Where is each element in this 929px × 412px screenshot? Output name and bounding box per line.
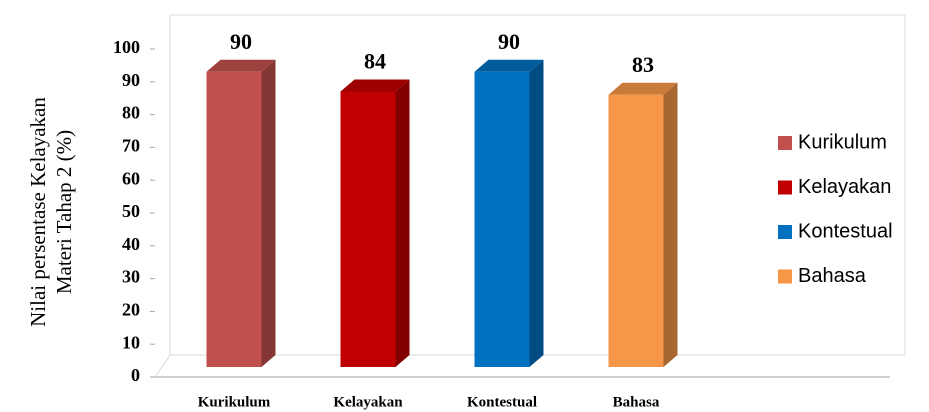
y-tick-label: 0	[131, 365, 140, 385]
y-tick-label: 90	[122, 70, 140, 90]
bar-front	[340, 91, 396, 367]
bar-side	[529, 59, 544, 368]
x-tick-label: Kelayakan	[333, 394, 403, 410]
x-tick-label: Kontestual	[467, 394, 537, 410]
y-tick-label: 60	[122, 168, 140, 188]
y-tick-label: 10	[122, 332, 140, 352]
x-tick-label: Kurikulum	[198, 394, 271, 410]
y-tick-label: 80	[122, 103, 140, 123]
y-tick-label: 70	[122, 136, 140, 156]
bar-top	[608, 82, 678, 95]
bar-front	[608, 94, 664, 367]
value-label: 90	[230, 29, 252, 54]
bar-top	[340, 79, 410, 92]
bar-top	[474, 59, 544, 72]
bar	[474, 59, 544, 368]
bar	[206, 59, 276, 368]
legend-swatch	[778, 269, 792, 284]
bar-front	[206, 71, 262, 368]
value-label: 83	[632, 52, 654, 77]
bar-front	[474, 71, 530, 368]
value-label: 90	[498, 29, 520, 54]
bar-side	[261, 59, 276, 368]
legend-label: Kontestual	[798, 220, 893, 242]
bar	[608, 82, 678, 367]
y-axis-label-line: Nilai persentase Kelayakan	[26, 97, 50, 327]
legend-swatch	[778, 225, 792, 239]
bar-side	[395, 79, 410, 367]
y-tick-label: 40	[122, 234, 140, 254]
y-tick-label: 30	[122, 267, 140, 287]
y-axis-label: Nilai persentase Kelayakan Materi Tahap …	[26, 97, 76, 327]
y-tick-label: 100	[113, 37, 140, 57]
value-label: 84	[364, 49, 386, 74]
legend-label: Bahasa	[798, 265, 867, 287]
bar	[340, 79, 410, 367]
bar-side	[663, 82, 678, 367]
y-tick-label: 50	[122, 201, 140, 221]
legend-swatch	[778, 180, 792, 195]
y-axis-label-line: Materi Tahap 2 (%)	[52, 130, 76, 294]
x-tick-label: Bahasa	[613, 394, 660, 410]
legend-label: Kelayakan	[798, 176, 891, 198]
legend-label: Kurikulum	[798, 131, 887, 153]
bar-top	[206, 59, 276, 72]
y-tick-label: 20	[122, 300, 140, 320]
legend-swatch	[778, 136, 792, 150]
